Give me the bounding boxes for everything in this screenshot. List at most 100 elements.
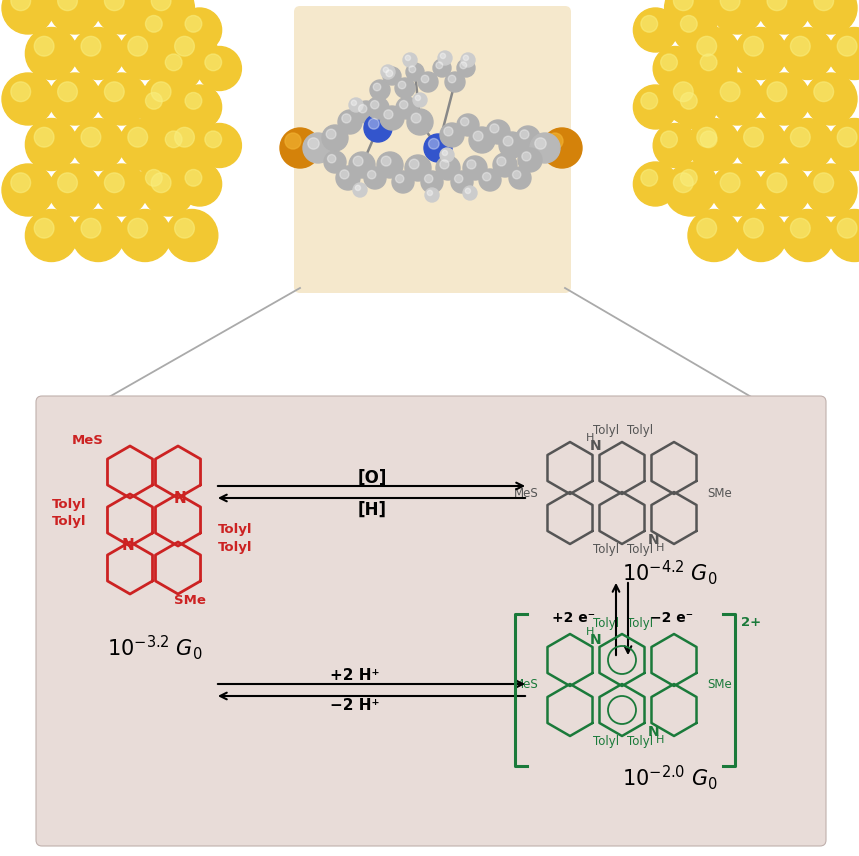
Circle shape [373,83,381,91]
Circle shape [143,73,194,125]
Text: Tolyl: Tolyl [593,735,619,748]
Circle shape [370,80,390,100]
Circle shape [151,173,171,193]
Circle shape [119,118,171,170]
Circle shape [406,63,424,81]
Circle shape [353,183,367,197]
Circle shape [2,73,54,125]
Circle shape [353,156,363,166]
Circle shape [303,133,333,163]
Circle shape [813,0,833,10]
Circle shape [358,104,367,113]
Circle shape [547,133,563,149]
Circle shape [166,210,218,261]
Circle shape [813,173,833,193]
Circle shape [828,118,859,170]
Circle shape [158,46,202,91]
Text: +2 e⁻: +2 e⁻ [551,611,595,625]
Circle shape [838,218,857,238]
Text: Tolyl: Tolyl [218,524,253,537]
Circle shape [673,8,717,52]
Circle shape [457,59,475,77]
Circle shape [711,0,764,34]
Circle shape [490,124,499,133]
Circle shape [34,36,54,56]
Circle shape [734,118,787,170]
Circle shape [95,164,148,216]
Circle shape [661,54,678,71]
Circle shape [158,123,202,168]
Text: SMe: SMe [174,593,206,607]
Circle shape [413,93,427,107]
Circle shape [441,53,446,58]
Circle shape [688,210,740,261]
Circle shape [165,54,182,71]
Circle shape [509,167,531,189]
Circle shape [429,139,439,149]
Circle shape [448,75,456,83]
Circle shape [49,164,101,216]
Circle shape [364,114,392,142]
Circle shape [790,128,810,147]
Circle shape [399,81,405,89]
Circle shape [493,153,517,177]
Circle shape [653,123,698,168]
Circle shape [405,56,411,61]
Circle shape [185,15,202,33]
Circle shape [364,167,386,189]
Circle shape [427,190,433,195]
Circle shape [105,173,125,193]
Circle shape [805,0,857,34]
Circle shape [521,152,531,161]
Circle shape [409,66,416,73]
Circle shape [185,92,202,110]
Text: H: H [655,735,664,745]
Circle shape [469,127,495,153]
Text: MeS: MeS [514,486,539,500]
Text: $10^{-2.0}\ G_0$: $10^{-2.0}\ G_0$ [622,764,718,793]
Circle shape [338,110,362,134]
Circle shape [520,130,529,139]
Circle shape [105,0,125,10]
Circle shape [442,151,448,156]
Text: −2 e⁻: −2 e⁻ [650,611,693,625]
Circle shape [26,118,77,170]
Circle shape [143,164,194,216]
Circle shape [395,78,415,98]
Text: N: N [590,633,602,647]
Circle shape [436,62,442,68]
Text: MeS: MeS [514,679,539,692]
Circle shape [174,128,194,147]
Circle shape [72,210,125,261]
Circle shape [119,27,171,80]
Circle shape [421,75,429,83]
Circle shape [151,82,171,102]
Text: Tolyl: Tolyl [627,544,653,556]
Circle shape [697,218,716,238]
Circle shape [828,27,859,80]
Circle shape [767,82,787,102]
Circle shape [444,127,453,136]
Text: [H]: [H] [357,501,387,519]
Circle shape [734,27,787,80]
Circle shape [641,92,658,110]
Circle shape [128,128,148,147]
Circle shape [530,133,560,163]
Circle shape [513,170,521,179]
Circle shape [782,118,833,170]
Circle shape [744,128,764,147]
Circle shape [165,131,182,148]
Circle shape [383,68,388,73]
Circle shape [409,159,419,169]
Circle shape [178,162,222,206]
Circle shape [368,170,376,179]
Circle shape [72,118,125,170]
Circle shape [665,73,716,125]
Text: Tolyl: Tolyl [52,497,86,510]
Circle shape [466,160,476,169]
Circle shape [26,27,77,80]
Circle shape [673,82,693,102]
Text: Tolyl: Tolyl [593,424,619,437]
Circle shape [838,128,857,147]
Circle shape [415,95,421,100]
